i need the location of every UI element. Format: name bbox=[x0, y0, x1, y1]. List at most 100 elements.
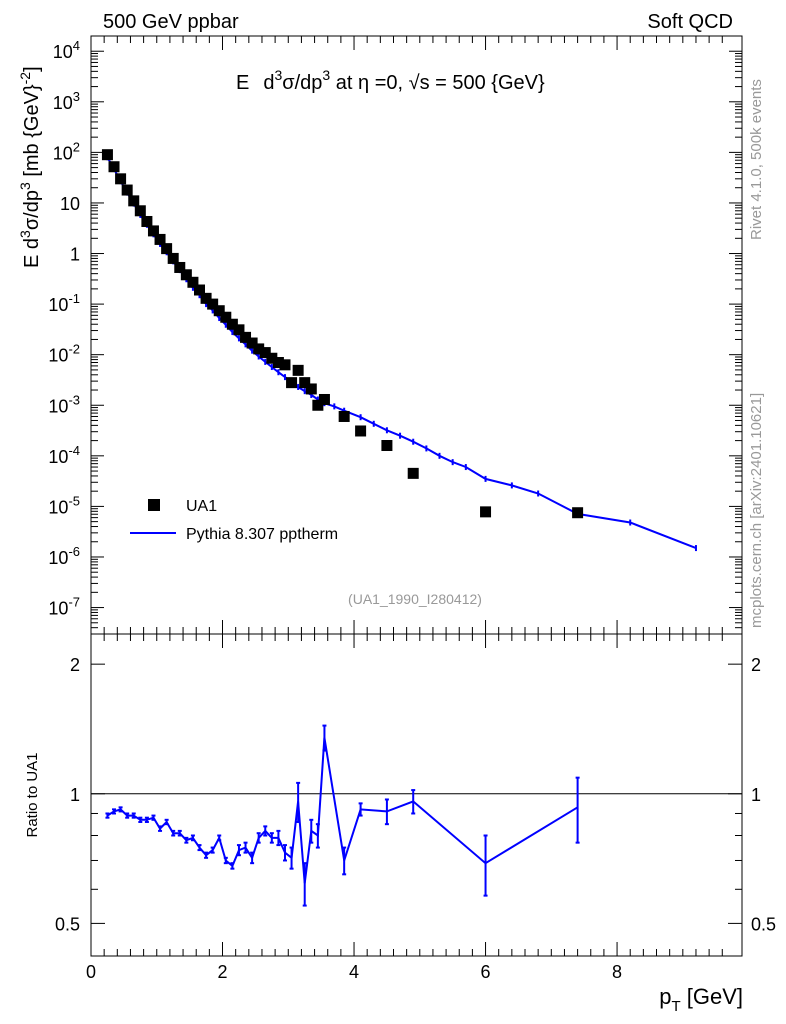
mcplots-label: mcplots.cern.ch [arXiv:2401.10621] bbox=[748, 393, 765, 628]
main-y-tick-label: 10-4 bbox=[48, 443, 80, 467]
ratio-y-tick-label-right: 2 bbox=[751, 655, 761, 675]
pythia-series bbox=[106, 154, 697, 552]
ua1-marker bbox=[292, 364, 304, 376]
ua1-marker bbox=[233, 324, 245, 336]
ua1-marker bbox=[279, 359, 291, 371]
ylabel-part-2: 3 bbox=[17, 230, 33, 238]
main-y-tick-label: 10-5 bbox=[48, 493, 80, 517]
ratio-y-tick-label-right: 0.5 bbox=[751, 914, 776, 934]
ylabel-part-7: ] bbox=[21, 66, 43, 72]
ua1-marker bbox=[108, 161, 120, 173]
header-left: 500 GeV ppbar bbox=[103, 11, 239, 33]
ratio-y-tick-label-left: 1 bbox=[70, 785, 80, 805]
ratio-y-label: Ratio to UA1 bbox=[24, 752, 41, 837]
ua1-marker bbox=[240, 331, 252, 343]
ylabel-part-1: E d bbox=[21, 238, 43, 268]
ua1-marker bbox=[355, 425, 367, 437]
ua1-marker bbox=[187, 276, 199, 288]
main-y-tick-label: 104 bbox=[53, 38, 80, 62]
ua1-marker bbox=[147, 225, 159, 237]
x-tick-label: 4 bbox=[349, 962, 359, 982]
ua1-marker bbox=[115, 173, 127, 185]
ua1-marker bbox=[141, 215, 153, 227]
xlabel-unit: [GeV] bbox=[681, 984, 743, 1009]
legend: UA1 Pythia 8.307 pptherm bbox=[130, 498, 338, 543]
ua1-marker bbox=[407, 467, 419, 479]
main-y-tick-label: 10-6 bbox=[48, 544, 80, 568]
ua1-marker bbox=[167, 252, 179, 264]
ua1-marker bbox=[226, 318, 238, 330]
ua1-marker bbox=[259, 347, 271, 359]
title-part-rest: at η =0, √s = 500 {GeV} bbox=[330, 72, 545, 94]
ratio-y-tick-label-left: 0.5 bbox=[55, 914, 80, 934]
ua1-marker bbox=[480, 506, 492, 518]
main-y-tick-label: 10 bbox=[60, 194, 80, 214]
ylabel-part-3: σ/dp bbox=[21, 190, 43, 230]
ua1-marker bbox=[312, 399, 324, 411]
ua1-series bbox=[101, 149, 584, 519]
title-part-d: d bbox=[263, 72, 274, 94]
ua1-marker bbox=[200, 292, 212, 304]
ua1-marker bbox=[213, 305, 225, 317]
x-tick-label: 8 bbox=[612, 962, 622, 982]
ua1-marker bbox=[572, 507, 584, 519]
ua1-marker bbox=[266, 352, 278, 364]
x-tick-label: 0 bbox=[86, 962, 96, 982]
ratio-series bbox=[105, 724, 580, 907]
title-part-exp1: 3 bbox=[274, 67, 282, 83]
main-panel-frame bbox=[90, 35, 743, 635]
main-y-tick-label: 10-2 bbox=[48, 342, 80, 366]
main-y-tick-label: 1 bbox=[70, 245, 80, 265]
main-y-tick-label: 102 bbox=[53, 139, 80, 163]
ua1-marker bbox=[286, 377, 298, 389]
title-part-exp2: 3 bbox=[322, 67, 330, 83]
ua1-marker bbox=[318, 393, 330, 405]
title-part-e: E bbox=[236, 72, 249, 94]
ratio-y-axis: 2 2 1 1 0.5 0.5 bbox=[55, 655, 776, 934]
ua1-marker bbox=[253, 343, 265, 355]
ua1-marker bbox=[246, 337, 258, 349]
analysis-watermark: (UA1_1990_I280412) bbox=[348, 591, 482, 607]
legend-label-pythia: Pythia 8.307 pptherm bbox=[186, 526, 338, 543]
legend-label-ua1: UA1 bbox=[186, 498, 217, 515]
x-tick-label: 6 bbox=[481, 962, 491, 982]
ua1-marker bbox=[154, 233, 166, 245]
legend-marker-ua1 bbox=[148, 499, 160, 511]
ua1-marker bbox=[381, 440, 393, 452]
ylabel-part-4: 3 bbox=[17, 182, 33, 190]
main-y-tick-label: 10-7 bbox=[48, 595, 80, 619]
x-tick-label: 2 bbox=[218, 962, 228, 982]
ratio-y-tick-label-right: 1 bbox=[751, 785, 761, 805]
ua1-marker bbox=[128, 195, 140, 207]
ratio-y-tick-label-left: 2 bbox=[70, 655, 80, 675]
ua1-marker bbox=[272, 357, 284, 369]
main-x-axis-ticks bbox=[90, 36, 723, 634]
ua1-marker bbox=[338, 410, 350, 422]
ua1-marker bbox=[207, 298, 219, 310]
ua1-marker bbox=[299, 377, 311, 389]
header-right: Soft QCD bbox=[647, 11, 733, 33]
xlabel-sub: T bbox=[671, 998, 680, 1015]
ua1-marker bbox=[134, 205, 146, 217]
ua1-marker bbox=[220, 311, 232, 323]
ua1-marker bbox=[161, 243, 173, 255]
ratio-line bbox=[106, 737, 579, 884]
ua1-marker bbox=[305, 383, 317, 395]
ua1-marker bbox=[101, 149, 113, 161]
ylabel-part-6: -2 bbox=[17, 72, 33, 85]
ratio-panel-frame bbox=[90, 633, 743, 957]
ua1-marker bbox=[174, 261, 186, 273]
rivet-label: Rivet 4.1.0, 500k events bbox=[748, 79, 765, 240]
title-part-sigma: σ/dp bbox=[282, 72, 322, 94]
main-y-tick-label: 10-3 bbox=[48, 392, 80, 416]
x-axis-label: pT [GeV] bbox=[659, 984, 743, 1015]
main-y-label: E d3σ/dp3 [mb {GeV}-2] bbox=[17, 66, 43, 268]
pythia-line bbox=[106, 156, 697, 550]
xlabel-main: p bbox=[659, 984, 671, 1009]
ua1-marker bbox=[121, 184, 133, 196]
main-y-tick-label: 103 bbox=[53, 89, 80, 113]
ylabel-part-5: [mb {GeV} bbox=[21, 84, 43, 182]
